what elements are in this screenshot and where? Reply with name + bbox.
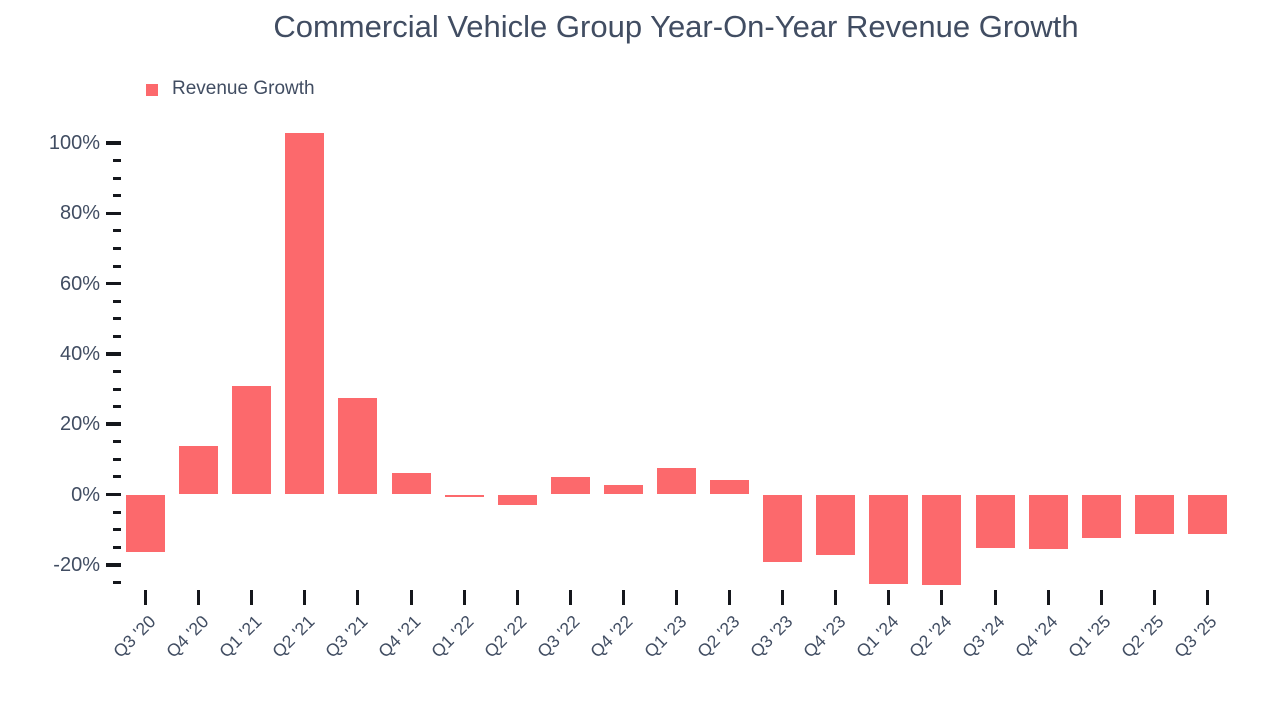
y-axis-tick-label: 80% (59, 202, 100, 225)
x-axis-tick (1152, 590, 1156, 605)
revenue-growth-bar (710, 480, 750, 495)
y-axis-major-tick (106, 281, 121, 286)
revenue-growth-bar (391, 473, 431, 495)
x-axis-tick (1205, 590, 1209, 605)
y-axis-major-tick (106, 422, 121, 426)
revenue-growth-bar (1081, 494, 1121, 539)
y-axis-minor-tick (113, 370, 121, 373)
y-axis-minor-tick (113, 247, 121, 251)
revenue-growth-bar (126, 494, 166, 553)
y-axis-minor-tick (113, 510, 121, 514)
y-axis-minor-tick (113, 229, 121, 233)
legend-swatch-icon (146, 84, 158, 96)
x-axis-tick (515, 590, 519, 605)
y-axis-minor-tick (113, 299, 121, 303)
x-axis-tick (621, 590, 625, 605)
y-axis-minor-tick (113, 194, 121, 198)
x-axis-tick (834, 590, 838, 605)
chart-title: Commercial Vehicle Group Year-On-Year Re… (273, 9, 1079, 44)
y-axis-minor-tick (113, 440, 121, 444)
x-axis-tick (144, 590, 148, 605)
legend-label: Revenue Growth (172, 78, 315, 99)
y-axis-minor-tick (113, 317, 121, 321)
revenue-growth-bar (179, 445, 219, 495)
revenue-growth-bar (603, 485, 643, 495)
x-axis-tick (887, 590, 891, 605)
y-axis-minor-tick (113, 176, 121, 180)
y-axis-major-tick (106, 352, 121, 356)
x-axis-tick (462, 590, 466, 605)
x-axis-tick (356, 590, 360, 605)
y-axis-minor-tick (113, 159, 121, 163)
revenue-growth-bar (232, 385, 272, 495)
revenue-growth-bar (869, 494, 909, 585)
revenue-growth-bar (1187, 494, 1227, 535)
y-axis-minor-tick (113, 334, 121, 338)
y-axis-minor-tick (113, 457, 121, 461)
x-axis-tick (303, 590, 307, 605)
revenue-growth-bar (657, 468, 696, 495)
revenue-growth-bar (975, 494, 1015, 549)
y-axis-minor-tick (113, 580, 121, 584)
revenue-growth-bar (285, 133, 325, 495)
revenue-growth-bar (497, 494, 537, 506)
y-axis-major-tick (106, 563, 121, 567)
y-axis-major-tick (106, 141, 121, 145)
y-axis-major-tick (106, 211, 121, 216)
y-axis-tick-label: 40% (59, 342, 100, 365)
y-axis-tick-label: 20% (59, 413, 100, 436)
revenue-growth-bar (550, 476, 590, 495)
x-axis-tick (1046, 590, 1050, 605)
y-axis-minor-tick (113, 264, 121, 268)
x-axis-tick (675, 590, 678, 605)
y-axis-minor-tick (113, 387, 121, 391)
y-axis-minor-tick (113, 405, 121, 409)
y-axis-minor-tick (113, 475, 121, 479)
y-axis-major-tick (106, 492, 121, 497)
x-axis-tick (409, 590, 413, 605)
revenue-growth-bar (444, 494, 484, 497)
x-axis-tick (250, 590, 254, 605)
x-axis-tick (781, 590, 785, 605)
x-axis-tick (197, 590, 201, 605)
revenue-growth-bar (1134, 494, 1174, 534)
y-axis-tick-label: -20% (53, 553, 100, 576)
x-axis-tick (940, 590, 944, 605)
revenue-growth-bar (816, 494, 856, 555)
y-axis-tick-label: 100% (48, 132, 100, 155)
revenue-growth-bar (1028, 494, 1068, 549)
x-axis-tick (1099, 590, 1103, 605)
x-axis-tick (728, 590, 732, 605)
x-axis-tick (568, 590, 572, 605)
revenue-growth-bar (922, 494, 962, 585)
revenue-growth-bar (763, 494, 803, 562)
revenue-growth-bar (338, 397, 378, 495)
y-axis-minor-tick (113, 528, 121, 532)
x-axis-tick (993, 590, 997, 605)
y-axis-tick-label: 60% (59, 272, 100, 295)
y-axis-tick-label: 0% (71, 483, 100, 506)
y-axis-minor-tick (113, 545, 121, 549)
